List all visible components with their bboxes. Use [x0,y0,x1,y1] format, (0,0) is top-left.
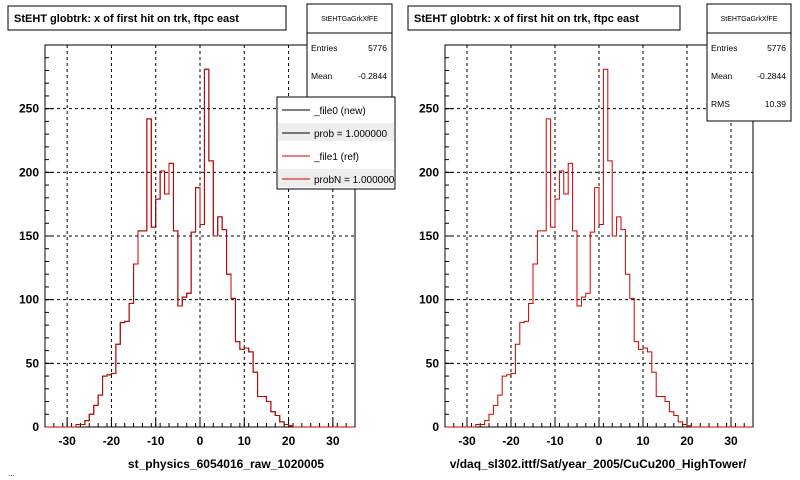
legend-label: prob = 1.000000 [314,129,388,140]
y-tick-label: 250 [419,102,439,116]
x-tick-label: -20 [103,434,121,448]
stats-title: StEHTGaGrkXfFE [721,16,778,23]
x-tick-label: 0 [197,434,204,448]
x-tick-label: -20 [502,434,520,448]
stats-label: Mean [711,71,733,81]
y-tick-label: 150 [419,229,439,243]
y-tick-label: 200 [19,165,39,179]
y-tick-label: 0 [432,420,439,434]
title-box [7,5,287,31]
stats-title: StEHTGaGrkXfFE [321,16,378,23]
y-tick-label: 200 [419,165,439,179]
stats-box [706,3,792,122]
stats-label: Entries [711,43,737,53]
stats-label: Mean [311,71,333,81]
x-tick-label: -30 [58,434,76,448]
x-tick-label: 30 [724,434,738,448]
legend-label: probN = 1.000000 [314,175,395,186]
x-tick-label: 10 [238,434,252,448]
chart-title: StEHT globtrk: x of first hit on trk, ft… [14,13,239,25]
stats-value: -0.2844 [757,71,786,81]
y-tick-label: 250 [19,102,39,116]
stats-label: RMS [711,99,730,109]
stats-value: 10.39 [765,99,787,109]
footer-timestamp: ... [8,469,15,478]
stats-value: 5776 [767,43,786,53]
x-tick-label: -30 [458,434,476,448]
title-box [407,5,681,31]
x-tick-label: 20 [680,434,694,448]
histogram-series-2 [45,68,355,428]
y-tick-label: 100 [19,293,39,307]
x-tick-label: -10 [546,434,564,448]
x-tick-label: 0 [596,434,603,448]
chart-title: StEHT globtrk: x of first hit on trk, ft… [414,13,639,25]
x-tick-label: 20 [282,434,296,448]
stats-box [306,3,393,99]
y-tick-label: 100 [419,293,439,307]
stats-value: 5776 [368,43,387,53]
legend-row-bg [278,123,394,141]
histogram-series-1 [445,68,753,428]
stats-label: Entries [311,43,337,53]
histogram-panel-2: -30 -20 -10 0 10 20 30 0 50 100 150 200 250 StEHT glo… [407,3,792,471]
legend-label: _file0 (new) [313,106,366,117]
x-axis-label: v/daq_sl302.ittf/Sat/year_2005/CuCu200_H… [450,457,747,471]
histogram-panel-1: -30 -20 -10 0 10 20 30 0 50 100 150 200 250 StEHT glo… [7,3,396,471]
y-tick-label: 50 [26,356,40,370]
legend-label: _file1 (ref) [313,152,359,163]
y-tick-label: 0 [32,420,39,434]
y-tick-label: 150 [19,229,39,243]
legend: _file0 (new) prob = 1.000000 _file1 (ref) p… [276,96,396,190]
legend-row-bg [278,169,394,187]
x-tick-label: -10 [147,434,165,448]
x-tick-label: 10 [636,434,650,448]
y-tick-label: 50 [426,356,440,370]
x-axis-label: st_physics_6054016_raw_1020005 [128,457,324,471]
x-tick-label: 30 [326,434,340,448]
stats-value: -0.2844 [358,71,387,81]
